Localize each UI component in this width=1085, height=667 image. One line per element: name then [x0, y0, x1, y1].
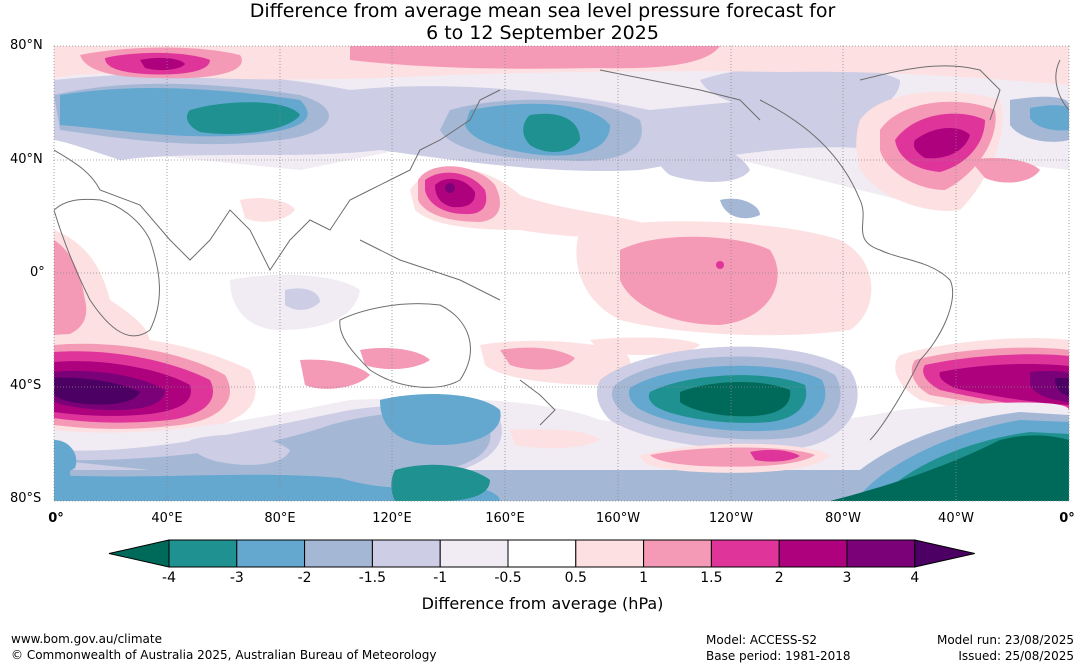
lon-label-0-left: 0° [48, 511, 64, 526]
colorbar-tick-label: 3 [842, 570, 852, 586]
lon-label-80e: 80°E [264, 511, 296, 526]
lon-label-160e: 160°E [485, 511, 525, 526]
colorbar-tick-label: 1 [639, 570, 649, 586]
lon-label-160w: 160°W [595, 511, 641, 526]
map-title-line1: Difference from average mean sea level p… [249, 0, 836, 22]
footer-copyright: © Commonwealth of Australia 2025, Austra… [11, 648, 437, 662]
anomaly-field [54, 46, 1069, 501]
colorbar-tick-label: -1 [433, 570, 448, 586]
colorbar-segment [507, 539, 577, 568]
colorbar-segment [371, 539, 441, 568]
colorbar-segment [304, 539, 373, 568]
map-title-line2: 6 to 12 September 2025 [426, 22, 659, 44]
footer-issued: Issued: 25/08/2025 [958, 649, 1074, 663]
footer-website: www.bom.gov.au/climate [11, 632, 162, 646]
lon-label-120w: 120°W [708, 511, 754, 526]
colorbar-tick-label: -3 [229, 570, 244, 586]
colorbar-tick-label: -1.5 [358, 570, 387, 586]
colorbar-segment [778, 539, 848, 568]
lat-label-80n: 80°N [10, 38, 43, 53]
lat-label-80s: 80°S [10, 491, 42, 506]
colorbar-extend-low [108, 539, 170, 568]
colorbar-tick-label: -4 [162, 570, 176, 586]
lon-label-120e: 120°E [372, 511, 412, 526]
colorbar-tick-label: -0.5 [494, 570, 522, 586]
colorbar-tick-label: 4 [910, 570, 920, 586]
lon-label-40w: 40°W [938, 511, 974, 526]
colorbar-extend-high [914, 539, 975, 568]
lon-label-80w: 80°W [825, 511, 861, 526]
footer-model-run: Model run: 23/08/2025 [936, 633, 1074, 647]
colorbar-segment [168, 539, 238, 568]
colorbar-segment [236, 539, 306, 568]
colorbar-tick-label: 1.5 [700, 570, 723, 586]
lon-label-40e: 40°E [151, 511, 183, 526]
colorbar-segment [439, 539, 509, 568]
footer-model: Model: ACCESS-S2 [706, 633, 818, 647]
colorbar-tick-label: -2 [297, 570, 312, 586]
coastlines [54, 59, 1069, 441]
colorbar-segment [710, 539, 780, 568]
colorbar-segment [643, 539, 712, 568]
colorbar-title: Difference from average (hPa) [421, 594, 664, 613]
lat-label-40s: 40°S [10, 378, 42, 393]
lat-label-0: 0° [30, 265, 45, 280]
colorbar-tick-label: 2 [774, 570, 784, 586]
lat-label-40n: 40°N [10, 152, 43, 167]
colorbar-segment [846, 539, 916, 568]
lon-label-0-right: 0° [1059, 511, 1075, 526]
footer-base-period: Base period: 1981-2018 [706, 649, 851, 663]
graticule [53, 45, 1070, 502]
colorbar-segment [575, 539, 645, 568]
colorbar-tick-label: 0.5 [564, 570, 587, 586]
